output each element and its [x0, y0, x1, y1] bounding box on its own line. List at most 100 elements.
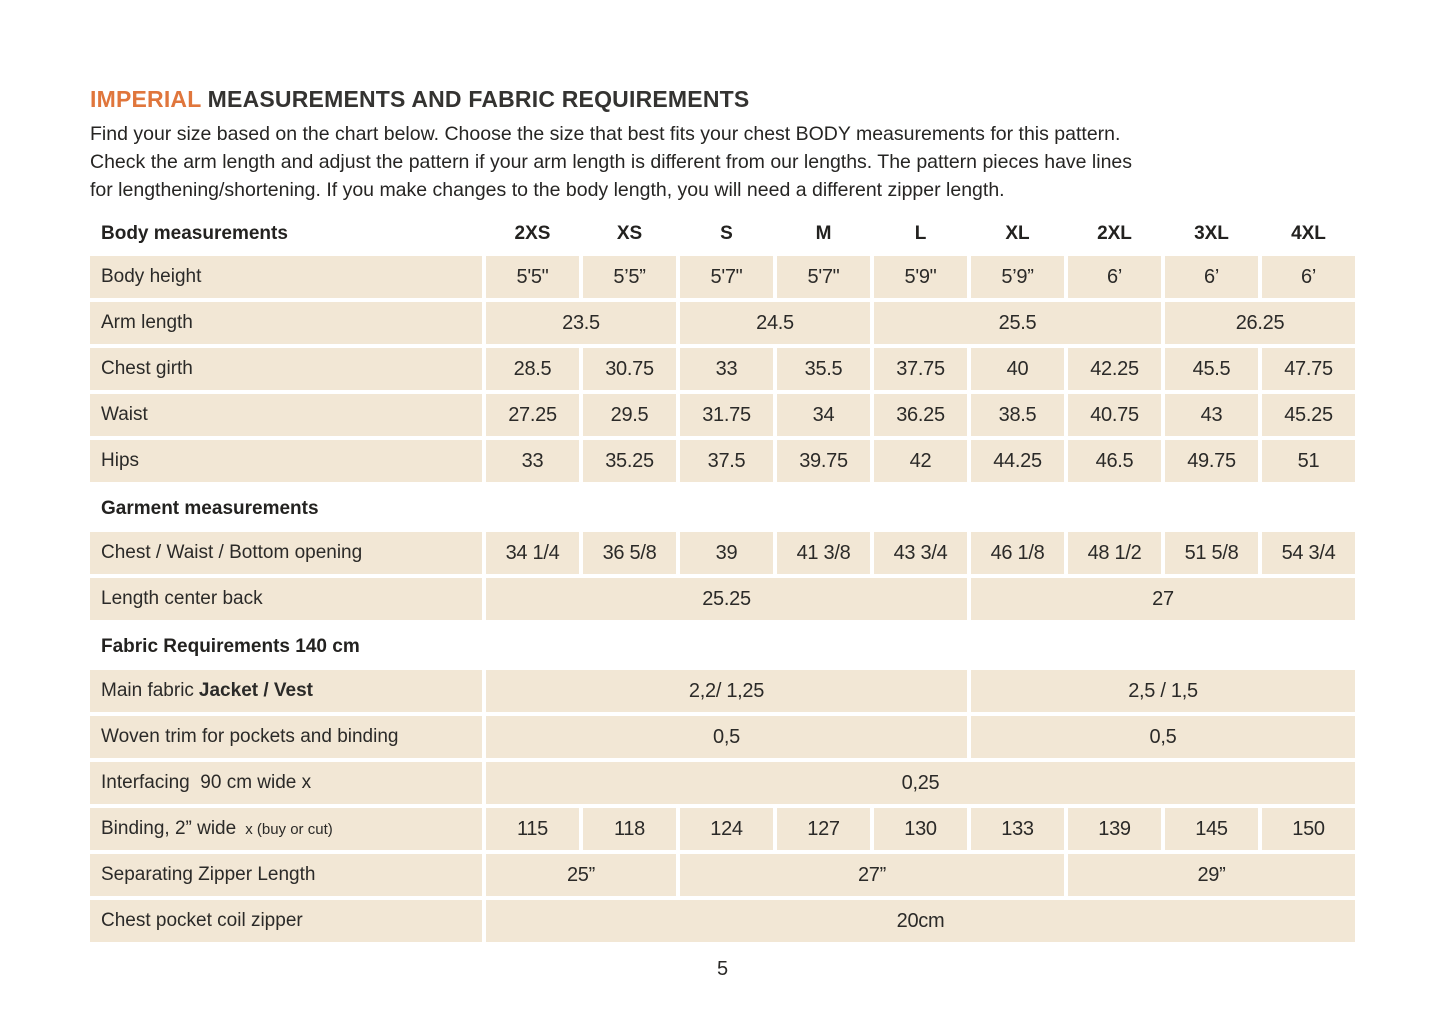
value-cell: 39: [680, 532, 773, 574]
row-label: Arm length: [90, 302, 482, 344]
value-cell: 27.25: [486, 394, 579, 436]
value-cell: 6’: [1068, 256, 1161, 298]
value-cell: 124: [680, 808, 773, 850]
size-chart-table: Body measurements 2XS XS S M L XL 2XL 3X…: [90, 217, 1355, 942]
value-cell: 28.5: [486, 348, 579, 390]
value-cell: 38.5: [971, 394, 1064, 436]
value-cell: 37.75: [874, 348, 967, 390]
row-label-note: x (buy or cut): [245, 820, 333, 838]
table-row-woven-trim: Woven trim for pockets and binding 0,5 0…: [90, 716, 1355, 758]
value-cell: 35.5: [777, 348, 870, 390]
size-column-header: S: [720, 222, 733, 244]
value-cell: 54 3/4: [1262, 532, 1355, 574]
size-column-header: 2XL: [1097, 222, 1132, 244]
value-cell: 48 1/2: [1068, 532, 1161, 574]
table-header-row: Body measurements 2XS XS S M L XL 2XL 3X…: [90, 217, 1355, 250]
value-cell: 145: [1165, 808, 1258, 850]
value-cell: 6’: [1262, 256, 1355, 298]
value-cell: 43 3/4: [874, 532, 967, 574]
title-rest: MEASUREMENTS AND FABRIC REQUIREMENTS: [201, 86, 750, 112]
page-title: IMPERIAL MEASUREMENTS AND FABRIC REQUIRE…: [90, 86, 1355, 113]
value-cell: 36.25: [874, 394, 967, 436]
value-cell: 127: [777, 808, 870, 850]
value-cell: 5'9": [874, 256, 967, 298]
intro-line: for lengthening/shortening. If you make …: [90, 179, 1005, 201]
table-row-separating-zipper: Separating Zipper Length 25” 27” 29”: [90, 854, 1355, 896]
row-label: Woven trim for pockets and binding: [90, 716, 482, 758]
value-cell: 20cm: [486, 900, 1355, 942]
value-cell: 36 5/8: [583, 532, 676, 574]
value-cell: 46 1/8: [971, 532, 1064, 574]
intro-line: Check the arm length and adjust the patt…: [90, 151, 1133, 173]
table-row-chest-waist-bottom: Chest / Waist / Bottom opening 34 1/4 36…: [90, 532, 1355, 574]
size-column-header: M: [815, 222, 832, 244]
row-label: Chest pocket coil zipper: [90, 900, 482, 942]
table-row-chest-girth: Chest girth 28.5 30.75 33 35.5 37.75 40 …: [90, 348, 1355, 390]
header-label: Body measurements: [101, 222, 288, 244]
value-cell: 37.5: [680, 440, 773, 482]
value-cell: 0,5: [486, 716, 967, 758]
value-cell: 33: [486, 440, 579, 482]
row-label: Hips: [90, 440, 482, 482]
value-cell: 5'5": [486, 256, 579, 298]
row-label: Binding, 2” wide x (buy or cut): [90, 808, 482, 850]
table-row-hips: Hips 33 35.25 37.5 39.75 42 44.25 46.5 4…: [90, 440, 1355, 482]
table-row-chest-pocket-zipper: Chest pocket coil zipper 20cm: [90, 900, 1355, 942]
value-cell: 42.25: [1068, 348, 1161, 390]
value-cell: 29.5: [583, 394, 676, 436]
value-cell: 41 3/8: [777, 532, 870, 574]
value-cell: 45.25: [1262, 394, 1355, 436]
value-cell: 139: [1068, 808, 1161, 850]
value-cell: 34: [777, 394, 870, 436]
value-cell: 26.25: [1165, 302, 1355, 344]
table-row-interfacing: Interfacing 90 cm wide x 0,25: [90, 762, 1355, 804]
table-row-body-height: Body height 5'5" 5’5” 5'7" 5'7" 5'9" 5’9…: [90, 256, 1355, 298]
intro-paragraph: Find your size based on the chart below.…: [90, 120, 1355, 204]
value-cell: 27: [971, 578, 1355, 620]
value-cell: 47.75: [1262, 348, 1355, 390]
value-cell: 45.5: [1165, 348, 1258, 390]
size-column-header: 4XL: [1291, 222, 1326, 244]
value-cell: 46.5: [1068, 440, 1161, 482]
row-label: Length center back: [90, 578, 482, 620]
value-cell: 130: [874, 808, 967, 850]
row-label: Waist: [90, 394, 482, 436]
value-cell: 35.25: [583, 440, 676, 482]
value-cell: 25.25: [486, 578, 967, 620]
value-cell: 44.25: [971, 440, 1064, 482]
value-cell: 30.75: [583, 348, 676, 390]
value-cell: 5'7": [680, 256, 773, 298]
value-cell: 31.75: [680, 394, 773, 436]
value-cell: 0,25: [486, 762, 1355, 804]
section-garment-measurements: Garment measurements: [101, 498, 319, 519]
value-cell: 23.5: [486, 302, 676, 344]
size-column-header: 3XL: [1194, 222, 1229, 244]
row-label: Interfacing 90 cm wide x: [90, 762, 482, 804]
size-column-header: XS: [616, 222, 643, 244]
row-label-text: Binding, 2” wide: [101, 818, 237, 839]
table-row-length-center-back: Length center back 25.25 27: [90, 578, 1355, 620]
value-cell: 29”: [1068, 854, 1355, 896]
value-cell: 24.5: [680, 302, 870, 344]
intro-line: Find your size based on the chart below.…: [90, 123, 1121, 145]
value-cell: 34 1/4: [486, 532, 579, 574]
value-cell: 51: [1262, 440, 1355, 482]
row-label: Main fabric Jacket / Vest: [90, 670, 482, 712]
value-cell: 25.5: [874, 302, 1161, 344]
value-cell: 33: [680, 348, 773, 390]
value-cell: 5’9”: [971, 256, 1064, 298]
size-column-header: L: [914, 222, 927, 244]
value-cell: 133: [971, 808, 1064, 850]
row-label-bold-text: Jacket / Vest: [198, 680, 314, 701]
value-cell: 2,5 / 1,5: [971, 670, 1355, 712]
document-page: IMPERIAL MEASUREMENTS AND FABRIC REQUIRE…: [90, 86, 1355, 980]
row-label: Separating Zipper Length: [90, 854, 482, 896]
value-cell: 40: [971, 348, 1064, 390]
page-number: 5: [716, 958, 729, 980]
row-label: Body height: [90, 256, 482, 298]
row-label: Chest girth: [90, 348, 482, 390]
row-label-text: Main fabric: [101, 680, 194, 701]
value-cell: 42: [874, 440, 967, 482]
value-cell: 6’: [1165, 256, 1258, 298]
value-cell: 5’5”: [583, 256, 676, 298]
